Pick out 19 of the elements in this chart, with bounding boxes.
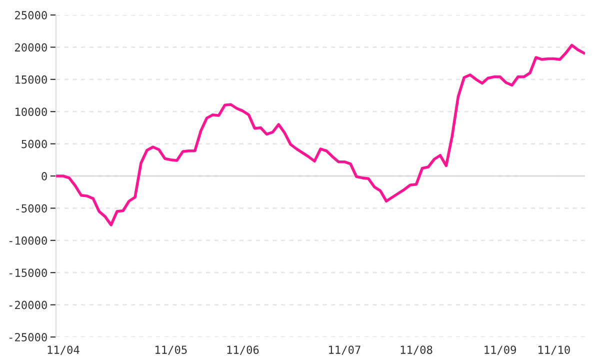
- x-tick-label: 11/06: [227, 346, 259, 355]
- y-tick-label: -10000: [9, 236, 47, 245]
- y-tick-label: -5000: [16, 204, 47, 213]
- x-tick-label: 11/08: [400, 346, 432, 355]
- x-tick-label: 11/09: [484, 346, 516, 355]
- x-tick-label: 11/10: [538, 346, 570, 355]
- y-tick-label: -15000: [9, 268, 47, 278]
- y-tick-label: -20000: [9, 300, 47, 310]
- y-tick-label: 10000: [16, 108, 47, 116]
- y-tick-label: 20000: [15, 43, 47, 52]
- y-tick-label: 0: [42, 172, 47, 180]
- x-tick-label: 11/04: [48, 346, 80, 355]
- x-tick-label: 11/05: [156, 346, 187, 355]
- line-series: [56, 44, 585, 226]
- y-tick-label: 25000: [15, 11, 47, 20]
- x-tick-label: 11/07: [329, 346, 360, 355]
- y-tick-label: -25000: [9, 333, 47, 342]
- y-tick-label: 5000: [22, 140, 47, 148]
- y-tick-label: 15000: [16, 75, 47, 84]
